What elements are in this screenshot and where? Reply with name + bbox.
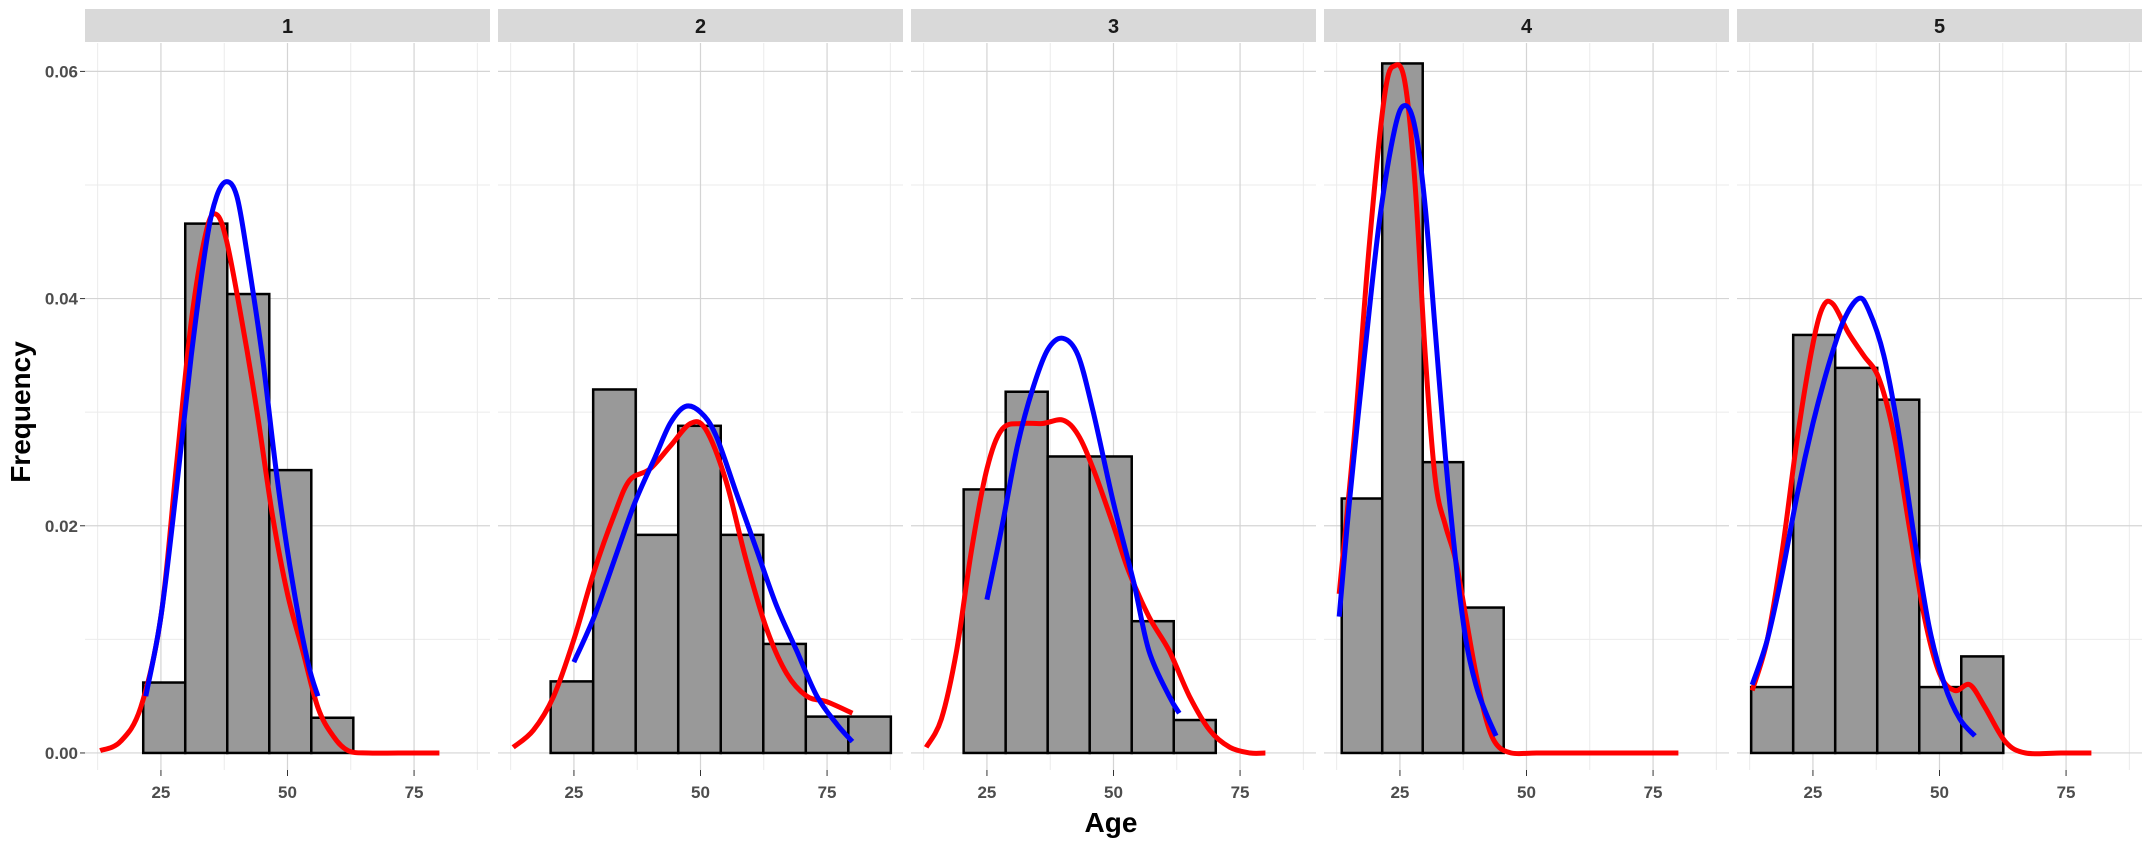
histogram-bar: [141, 681, 187, 755]
histogram-bar: [1833, 366, 1879, 755]
facet-strip-label: 2: [695, 16, 706, 38]
facet-panel-4: 4 25 50 75: [1324, 9, 1729, 802]
facet-strip-label: 1: [282, 16, 293, 38]
y-tick-label: 0.04: [45, 290, 79, 309]
x-tick-label: 25: [564, 783, 583, 802]
facet-panel-3: 3 25 50 75: [911, 9, 1316, 802]
blue-density-curve: [143, 179, 321, 697]
histogram-bar: [1088, 455, 1133, 755]
blue-density-curve: [571, 403, 855, 744]
histogram-bar: [1046, 455, 1091, 755]
facet-panel-5: 5 25 50 75: [1737, 9, 2142, 802]
histogram-bar: [634, 533, 680, 755]
facet-panel-1: 1 25 50 75: [85, 9, 490, 802]
facet-strip: [1737, 9, 2142, 42]
x-tick-label: 25: [1390, 783, 1409, 802]
facet-panel-2: 2 25 50 75: [498, 9, 903, 802]
blue-density-curve: [984, 335, 1182, 715]
blue-density-curve: [1336, 103, 1499, 737]
histogram-bar: [719, 533, 765, 755]
x-tick-label: 25: [151, 783, 170, 802]
x-tick-label: 25: [977, 783, 996, 802]
histogram-bar: [1172, 718, 1218, 755]
y-axis-title: Frequency: [5, 341, 36, 483]
red-density-curve: [923, 417, 1266, 756]
red-density-curve: [1336, 62, 1679, 757]
x-tick-label: 25: [1803, 783, 1822, 802]
x-tick-label: 75: [405, 783, 424, 802]
histogram-bar: [1421, 460, 1465, 755]
x-tick-label: 75: [1231, 783, 1250, 802]
x-tick-label: 50: [1517, 783, 1536, 802]
x-tick-label: 50: [278, 783, 297, 802]
histogram-bar: [591, 388, 637, 755]
y-tick-label: 0.00: [45, 744, 78, 763]
y-tick-label: 0.02: [45, 517, 78, 536]
histogram-bar: [1004, 390, 1049, 755]
histogram-bar: [1340, 497, 1384, 755]
histogram-bar: [676, 424, 722, 755]
histogram-bar: [1918, 685, 1963, 755]
x-tick-label: 50: [691, 783, 710, 802]
histogram-bar: [1749, 685, 1795, 755]
facet-strip-label: 5: [1934, 16, 1945, 38]
histogram-bar: [1130, 619, 1175, 755]
facet-strip: [1324, 9, 1729, 42]
y-tick-label: 0.06: [45, 62, 78, 81]
x-tick-label: 75: [818, 783, 837, 802]
x-tick-label: 75: [2057, 783, 2076, 802]
x-tick-label: 75: [1644, 783, 1663, 802]
facet-strip-label: 3: [1108, 16, 1119, 38]
histogram-bar: [1875, 398, 1921, 755]
facet-strip: [911, 9, 1316, 42]
blue-density-curve: [1749, 295, 1977, 738]
histogram-bar: [847, 715, 893, 755]
facet-strip-label: 4: [1521, 16, 1533, 38]
facet-strip: [498, 9, 903, 42]
facet-strip: [85, 9, 490, 42]
x-axis-title: Age: [1085, 807, 1138, 838]
x-tick-label: 50: [1104, 783, 1123, 802]
histogram-bar: [1791, 333, 1837, 755]
x-tick-label: 50: [1930, 783, 1949, 802]
red-density-curve: [1749, 298, 2092, 757]
histogram-bar: [804, 715, 850, 755]
red-density-curve: [511, 419, 854, 750]
